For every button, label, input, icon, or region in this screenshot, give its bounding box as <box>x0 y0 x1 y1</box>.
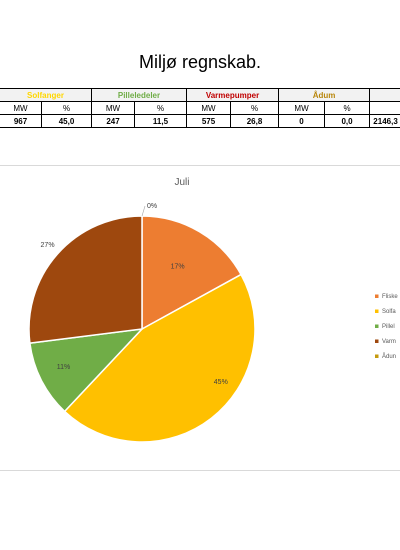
data-label-solfanger: 45% <box>214 379 228 386</box>
group-header-pilleledeler: Pilleledeler <box>91 88 187 102</box>
unit-cell: % <box>134 101 187 115</box>
value-cell: 26,8 <box>229 114 280 128</box>
pie-chart-frame: Juli 17% 45% 11% 27% 0% Fliske Solfa Pillel Var… <box>0 165 400 471</box>
legend-label-solfanger: Solfa <box>382 309 396 315</box>
data-label-fliseklip: 17% <box>171 264 185 271</box>
value-cell: 0,0 <box>324 114 371 128</box>
legend-swatch-varmepumper <box>375 339 379 343</box>
pie-slice-fliseklip <box>141 215 243 331</box>
unit-cell <box>369 101 400 115</box>
legend-label-pilleledeler: Pillel <box>382 324 395 330</box>
value-cell: 11,5 <box>134 114 187 128</box>
unit-cell: MW <box>186 101 231 115</box>
legend-swatch-solfanger <box>375 309 379 313</box>
value-cell: 45,0 <box>41 114 92 128</box>
legend-swatch-fliseklip <box>375 294 379 298</box>
pie-chart: Juli 17% 45% 11% 27% 0% Fliske Solfa Pillel Var… <box>28 177 398 443</box>
unit-cell: % <box>324 101 371 115</box>
data-label-varmepumper: 27% <box>41 242 55 249</box>
unit-cell: % <box>41 101 92 115</box>
group-header-solfanger: Solfanger <box>0 88 92 102</box>
legend-label--dum: Ådun <box>382 353 396 360</box>
value-cell: 247 <box>91 114 135 128</box>
pie-slice-pilleledeler <box>29 327 144 413</box>
pie-slice-solfanger <box>63 273 256 443</box>
leader-line <box>141 205 146 217</box>
group-header-adum: Ådum <box>278 88 371 102</box>
legend-swatch--dum <box>375 354 379 358</box>
legend-label-fliseklip: Fliske <box>382 294 398 300</box>
pie-slice-varmepumper <box>28 215 143 345</box>
unit-cell: MW <box>91 101 135 115</box>
legend-swatch-pilleledeler <box>375 324 379 328</box>
group-header-total <box>369 88 400 102</box>
page-title: Miljø regnskab. <box>138 52 262 72</box>
value-cell: 967 <box>0 114 42 128</box>
unit-cell: MW <box>278 101 326 115</box>
value-cell: 2146,3 <box>369 114 400 128</box>
group-header-varmepumper: Varmepumper <box>185 88 280 102</box>
chart-title: Juli <box>174 177 189 188</box>
value-cell: 575 <box>186 114 231 128</box>
legend-label-varmepumper: Varm <box>382 339 396 345</box>
data-label--dum: 0% <box>147 203 157 210</box>
energy-table: Solfanger Pilleledeler Varmepumper Ådum … <box>0 88 400 130</box>
value-cell: 0 <box>278 114 326 128</box>
unit-cell: % <box>229 101 280 115</box>
data-label-pilleledeler: 11% <box>57 364 71 371</box>
unit-cell: MW <box>0 101 42 115</box>
